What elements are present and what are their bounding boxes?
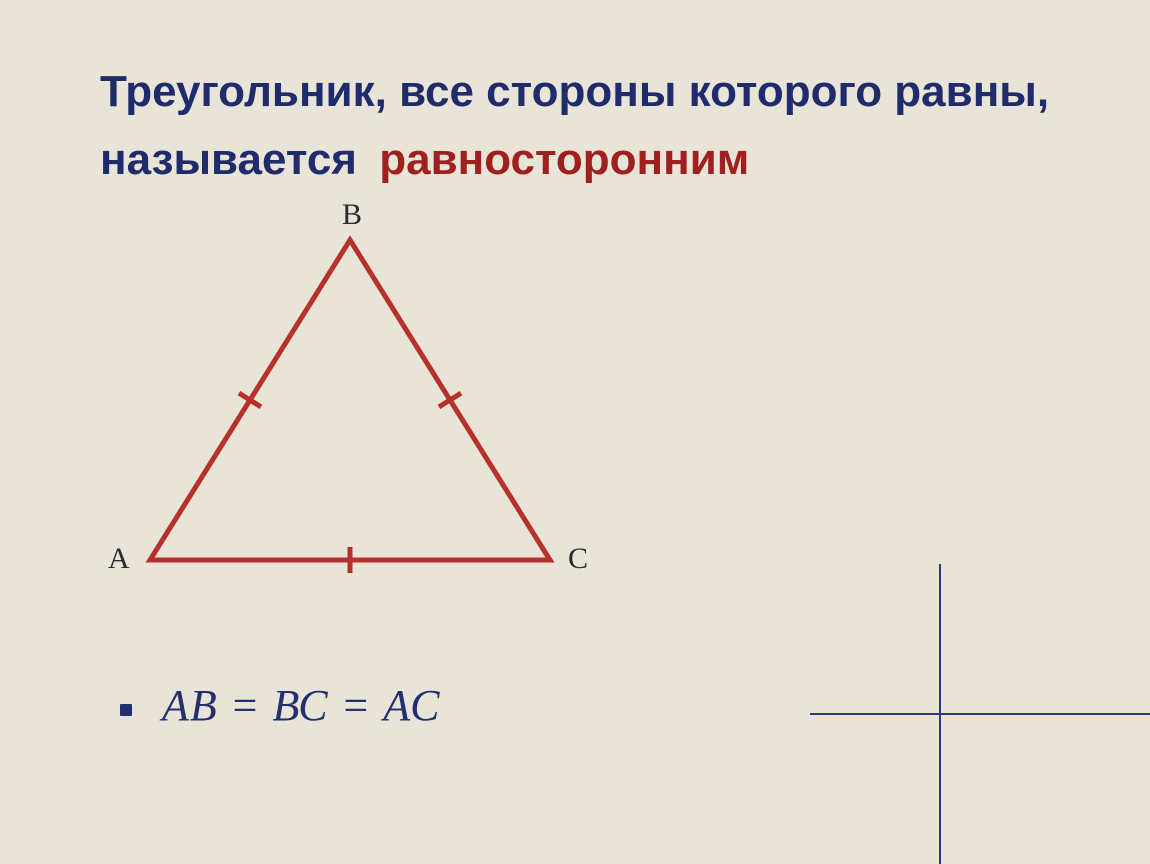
heading-accent-text: равносторонним [379, 135, 749, 184]
corner-decoration [810, 564, 1150, 864]
slide-heading: Треугольник, все стороны которого равны,… [100, 58, 1090, 194]
slide: Треугольник, все стороны которого равны,… [0, 0, 1150, 864]
bullet-icon [120, 704, 132, 716]
vertex-label-c: С [568, 542, 588, 576]
vertex-label-b: В [342, 198, 362, 232]
vertex-label-a: А [108, 542, 130, 576]
triangle-diagram: А В С [90, 210, 610, 630]
equation-text: АВ = ВС = АС [162, 680, 440, 731]
equation-row: АВ = ВС = АС [120, 680, 440, 731]
